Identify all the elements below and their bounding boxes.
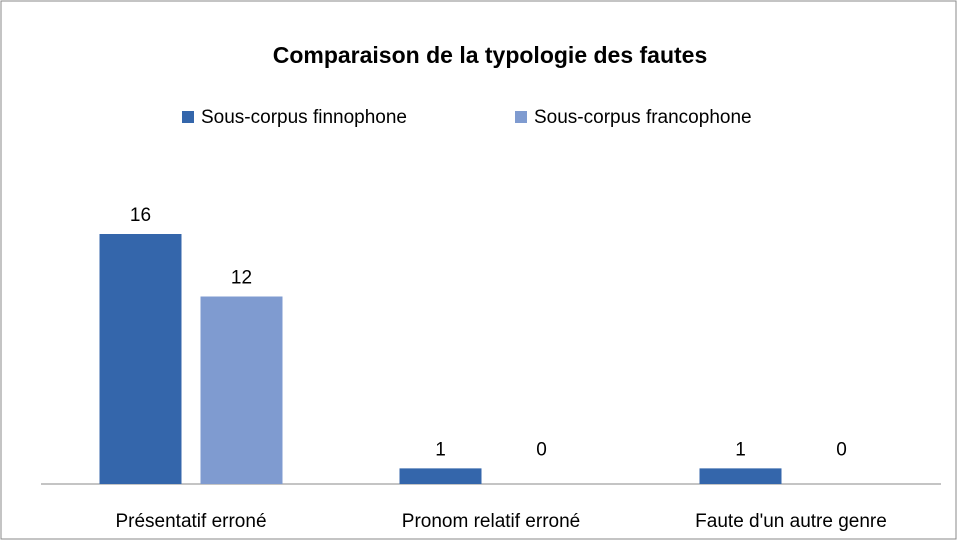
x-tick-label: Présentatif erroné — [115, 511, 266, 532]
data-label: 16 — [130, 205, 151, 226]
bar — [200, 296, 283, 484]
legend-label: Sous-corpus finnophone — [201, 107, 407, 128]
data-label: 1 — [435, 439, 446, 460]
legend-label: Sous-corpus francophone — [534, 107, 752, 128]
data-label: 0 — [836, 439, 847, 460]
chart-title: Comparaison de la typologie des fautes — [273, 42, 708, 68]
legend-swatch — [182, 111, 194, 123]
bar — [699, 468, 782, 484]
x-tick-label: Faute d'un autre genre — [695, 511, 887, 532]
data-label: 1 — [735, 439, 746, 460]
bar — [399, 468, 482, 484]
data-label: 12 — [231, 268, 252, 289]
bar — [99, 234, 182, 484]
x-tick-label: Pronom relatif erroné — [402, 511, 580, 532]
legend-swatch — [515, 111, 527, 123]
data-label: 0 — [536, 439, 547, 460]
